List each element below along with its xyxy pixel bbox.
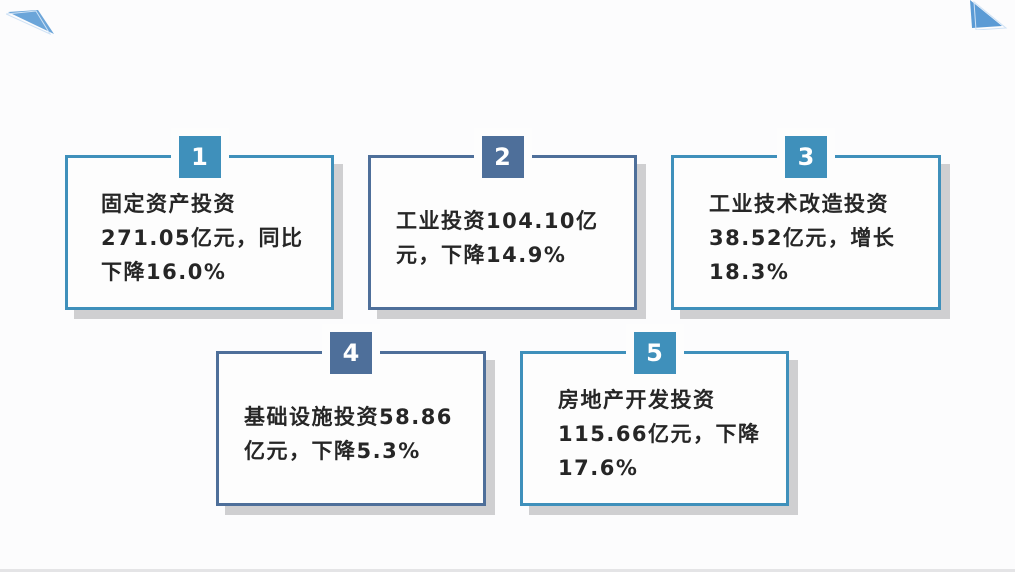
- card-text: 房地产开发投资115.66亿元，下降17.6%: [558, 387, 761, 480]
- card-text: 固定资产投资271.05亿元，同比下降16.0%: [101, 191, 304, 284]
- card-number-badge: 1: [170, 128, 229, 186]
- card-number-badge: 5: [625, 324, 684, 382]
- card-text: 工业技术改造投资38.52亿元，增长18.3%: [709, 191, 896, 284]
- card-3: 3 工业技术改造投资38.52亿元，增长18.3%: [671, 128, 941, 310]
- card-2: 2 工业投资104.10亿元，下降14.9%: [368, 128, 637, 310]
- triangle-decoration-icon: [970, 0, 1008, 30]
- card-number-badge: 3: [777, 128, 835, 186]
- card-text: 工业投资104.10亿元，下降14.9%: [396, 208, 599, 267]
- card-number-badge: 4: [322, 324, 380, 382]
- card-1: 1 固定资产投资271.05亿元，同比下降16.0%: [65, 128, 334, 310]
- triangle-decoration-icon: [6, 10, 54, 36]
- card-text: 基础设施投资58.86亿元，下降5.3%: [244, 404, 453, 463]
- card-number-badge: 2: [473, 128, 532, 186]
- card-4: 4 基础设施投资58.86亿元，下降5.3%: [216, 324, 486, 506]
- bottom-border: [0, 569, 1015, 572]
- card-5: 5 房地产开发投资115.66亿元，下降17.6%: [520, 324, 789, 506]
